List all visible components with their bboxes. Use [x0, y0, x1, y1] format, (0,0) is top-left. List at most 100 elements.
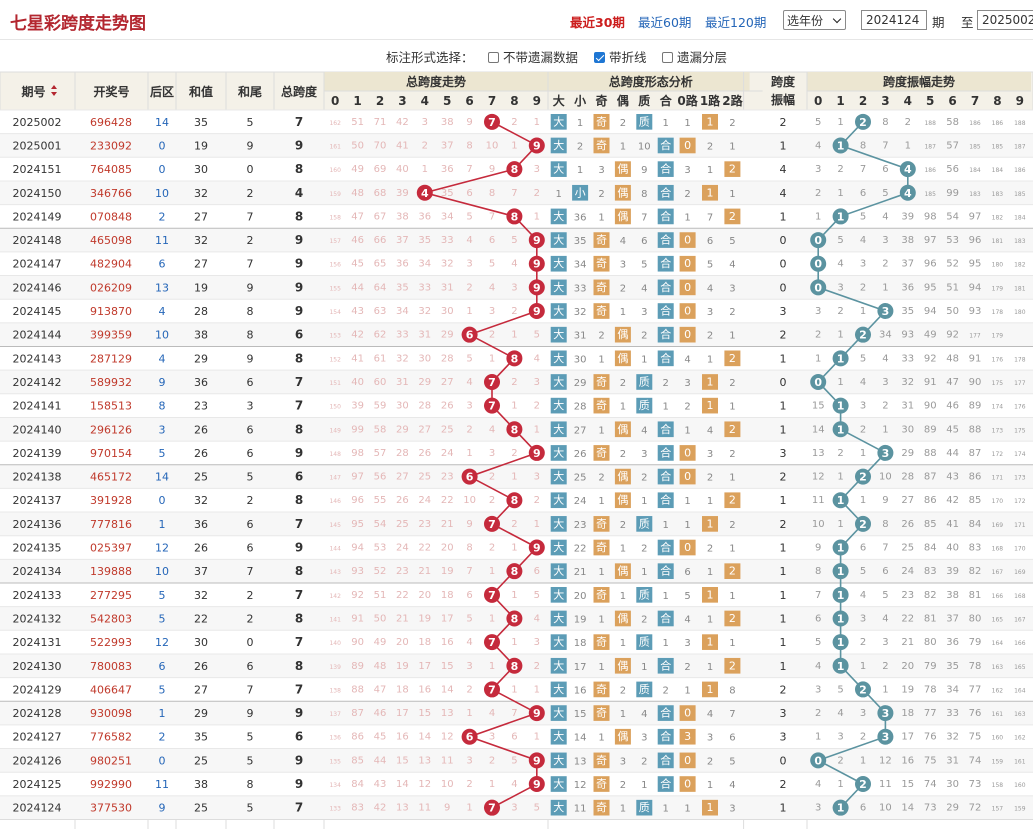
shape-tag	[724, 610, 741, 627]
shape-missing-value: 6	[729, 733, 735, 744]
amp-missing-value: 165	[1014, 664, 1026, 671]
row-span: 9	[295, 304, 303, 318]
table-row[interactable]	[0, 701, 1033, 725]
table-row[interactable]	[0, 677, 1033, 702]
table-row[interactable]	[0, 772, 1033, 796]
amp-missing-value: 81	[969, 590, 982, 601]
span-ball-number: 9	[533, 778, 541, 791]
shape-tag	[614, 421, 631, 438]
table-row[interactable]	[0, 630, 1033, 654]
option-layered[interactable]: 遗漏分层	[662, 47, 727, 66]
header-shape-col: 合	[660, 93, 673, 108]
shape-tag	[550, 728, 567, 745]
table-row[interactable]	[0, 748, 1033, 773]
row-back: 0	[159, 163, 166, 176]
amp-missing-value: 7	[860, 164, 866, 175]
trend-missing-value: 68	[374, 188, 387, 199]
table-row[interactable]	[0, 464, 1033, 489]
shape-tag-text: 大	[553, 374, 564, 388]
amp-missing-value: 7	[815, 590, 821, 601]
table-row[interactable]	[0, 299, 1033, 323]
table-row[interactable]	[0, 180, 1033, 205]
table-row[interactable]	[0, 133, 1033, 158]
table-row[interactable]	[0, 322, 1033, 347]
span-ball	[506, 563, 523, 580]
range-30-link[interactable]: 最近30期	[570, 15, 625, 30]
row-amp: 1	[780, 636, 787, 649]
table-row[interactable]	[0, 370, 1033, 394]
shape-missing-value: 1	[729, 638, 735, 649]
shape-tag-text: 质	[639, 636, 650, 649]
trend-missing-value: 135	[329, 758, 341, 765]
amp-missing-value: 6	[815, 613, 821, 624]
shape-tag-text: 大	[553, 469, 564, 483]
amp-missing-value: 5	[860, 211, 866, 222]
amp-ball-number: 2	[859, 471, 867, 484]
header-amp-trend: 跨度振幅走势	[883, 74, 955, 89]
amp-missing-value: 6	[860, 803, 866, 814]
shape-missing-value: 4	[641, 709, 647, 720]
amp-ball	[810, 373, 827, 390]
shape-tag-text: 0	[684, 541, 691, 554]
table-row[interactable]	[0, 251, 1033, 276]
trend-missing-value: 2	[534, 661, 540, 672]
shape-missing-value: 5	[729, 756, 735, 767]
period-start-input[interactable]: 2024124	[861, 10, 927, 30]
span-ball	[461, 728, 478, 745]
span-ball-number: 9	[533, 707, 541, 720]
amp-missing-value: 180	[992, 262, 1004, 269]
trend-missing-value: 3	[422, 117, 428, 128]
table-row[interactable]	[0, 393, 1033, 418]
checkbox-no-missing[interactable]	[488, 52, 499, 63]
header-issue[interactable]: 期号	[21, 84, 45, 99]
table-row[interactable]	[0, 583, 1033, 607]
range-60-link[interactable]: 最近60期	[638, 15, 692, 30]
span-ball-number: 6	[466, 471, 474, 484]
trend-missing-value: 2	[511, 306, 517, 317]
span-ball	[528, 279, 545, 296]
table-row[interactable]	[0, 535, 1033, 560]
span-ball-number: 8	[511, 612, 519, 625]
span-ball	[461, 468, 478, 485]
year-select[interactable]: 选年份	[783, 10, 846, 30]
table-row[interactable]	[0, 275, 1033, 300]
shape-tag-text: 合	[660, 233, 671, 247]
checkbox-polyline[interactable]	[594, 52, 605, 63]
option-polyline[interactable]: 带折线	[594, 47, 647, 66]
trend-missing-value: 66	[374, 235, 387, 246]
table-row[interactable]	[0, 228, 1033, 252]
amp-missing-value: 1	[815, 732, 821, 743]
table-row[interactable]	[0, 441, 1033, 465]
sort-down-icon[interactable]	[51, 92, 57, 96]
amp-missing-value: 82	[969, 566, 982, 577]
shape-missing-value: 2	[598, 473, 604, 484]
shape-missing-value: 1	[598, 212, 604, 223]
amp-missing-value: 11	[812, 495, 825, 506]
trend-missing-value: 2	[489, 755, 495, 766]
row-draw: 542803	[90, 612, 132, 625]
row-span: 7	[295, 801, 303, 815]
header-trend-digit: 0	[331, 94, 339, 108]
table-row[interactable]	[0, 110, 1033, 134]
amp-ball-number: 3	[882, 707, 890, 720]
shape-missing-value: 7	[707, 212, 713, 223]
trend-missing-value: 2	[511, 448, 517, 459]
shape-missing-value: 2	[620, 685, 626, 696]
shape-missing-value: 33	[574, 283, 587, 294]
trend-missing-value: 9	[444, 803, 450, 814]
checkbox-layered[interactable]	[662, 52, 673, 63]
trend-missing-value: 24	[441, 448, 454, 459]
range-120-link[interactable]: 最近120期	[705, 15, 767, 30]
option-no-missing[interactable]: 不带遗漏数据	[488, 47, 578, 66]
trend-missing-value: 156	[329, 262, 341, 269]
row-span: 9	[295, 706, 303, 720]
row-amp: 1	[780, 210, 787, 223]
amp-missing-value: 15	[901, 779, 914, 790]
table-row[interactable]	[0, 795, 1033, 820]
period-end-input[interactable]: 2025002	[977, 10, 1033, 30]
sort-up-icon[interactable]	[51, 85, 57, 89]
table-row[interactable]	[0, 724, 1033, 749]
header-amp-digit: 5	[926, 94, 934, 108]
table-row[interactable]	[0, 512, 1033, 536]
trend-missing-value: 5	[511, 755, 517, 766]
